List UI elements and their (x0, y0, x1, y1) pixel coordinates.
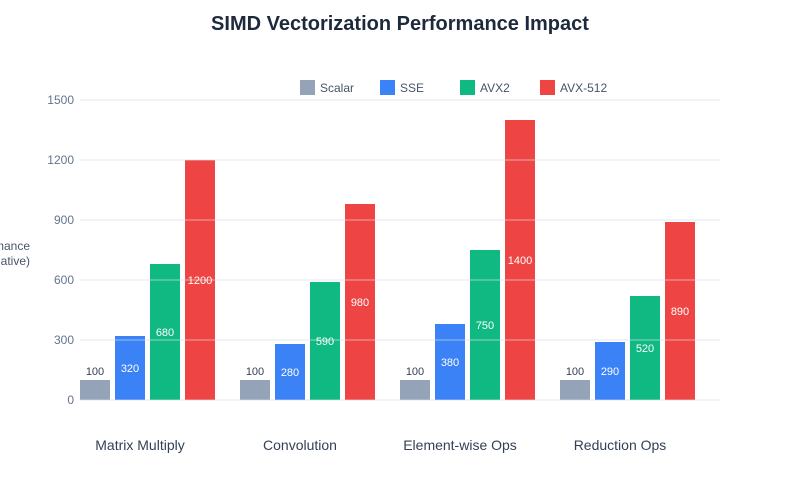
bar-sse (275, 344, 305, 400)
data-label: 980 (351, 297, 369, 309)
data-label: 520 (636, 343, 654, 355)
data-label: 290 (601, 366, 619, 378)
bar-scalar (560, 380, 590, 400)
bar-scalar (80, 380, 110, 400)
data-label: 590 (316, 336, 334, 348)
data-label: 320 (121, 363, 139, 375)
x-tick-label: Convolution (263, 437, 337, 453)
data-label: 1200 (188, 275, 212, 287)
bar-avx2 (630, 296, 660, 400)
x-tick-label: Reduction Ops (574, 437, 667, 453)
data-label: 100 (566, 366, 584, 378)
data-label: 750 (476, 320, 494, 332)
legend-swatch (380, 80, 395, 95)
legend-swatch (460, 80, 475, 95)
bar-scalar (240, 380, 270, 400)
y-axis-label: Performance(Relative) (0, 239, 30, 268)
bar-avx-512 (345, 204, 375, 400)
data-label: 680 (156, 327, 174, 339)
bar-avx-512 (665, 222, 695, 400)
y-tick-label: 1500 (47, 93, 74, 107)
bar-sse (435, 324, 465, 400)
bar-scalar (400, 380, 430, 400)
legend-label: AVX-512 (560, 81, 607, 95)
legend-label: AVX2 (480, 81, 510, 95)
y-tick-label: 0 (67, 393, 74, 407)
data-label: 380 (441, 357, 459, 369)
y-tick-label: 600 (54, 273, 74, 287)
bar-avx-512 (505, 120, 535, 400)
legend-swatch (540, 80, 555, 95)
legend-swatch (300, 80, 315, 95)
x-tick-label: Element-wise Ops (403, 437, 517, 453)
y-tick-label: 900 (54, 213, 74, 227)
bar-avx2 (470, 250, 500, 400)
x-tick-label: Matrix Multiply (95, 437, 184, 453)
legend-label: Scalar (320, 81, 354, 95)
y-tick-label: 1200 (47, 153, 74, 167)
bar-avx2 (150, 264, 180, 400)
data-label: 100 (406, 366, 424, 378)
data-label: 100 (246, 366, 264, 378)
bar-avx2 (310, 282, 340, 400)
chart-title: SIMD Vectorization Performance Impact (211, 13, 589, 35)
bar-sse (115, 336, 145, 400)
bar-sse (595, 342, 625, 400)
data-label: 890 (671, 306, 689, 318)
data-label: 1400 (508, 255, 532, 267)
y-tick-label: 300 (54, 333, 74, 347)
data-label: 280 (281, 367, 299, 379)
data-label: 100 (86, 366, 104, 378)
legend-label: SSE (400, 81, 424, 95)
